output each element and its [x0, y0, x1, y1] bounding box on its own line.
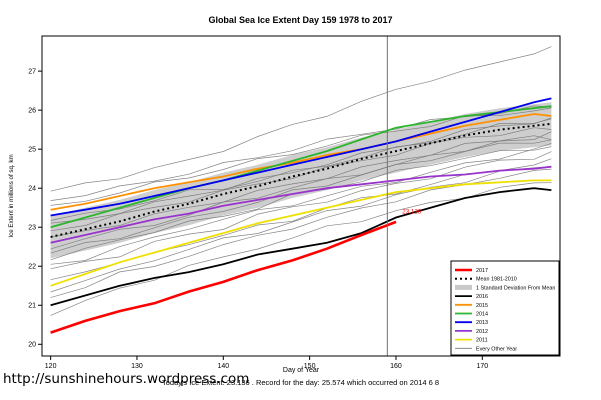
legend-entry-label: 2015 — [476, 303, 488, 309]
y-tick-label: 22 — [28, 264, 36, 271]
y-tick-label: 25 — [28, 146, 36, 153]
x-tick-label: 170 — [476, 363, 488, 370]
y-tick-label: 27 — [28, 68, 36, 75]
other-year-line — [50, 46, 552, 192]
legend: 2017 Mean 1981-2010 1 Standard Deviation F… — [450, 260, 560, 356]
plot-area — [50, 46, 552, 334]
x-tick-label: 130 — [131, 363, 143, 370]
legend-entry-label: 2017 — [476, 268, 488, 274]
x-tick-label: 140 — [217, 363, 229, 370]
y-tick-label: 23 — [28, 225, 36, 232]
plot-border — [41, 35, 561, 357]
y-axis-label: Ice Extent in millions of sq. km — [8, 154, 15, 237]
other-year-line — [50, 131, 552, 238]
y-tick-label: 24 — [28, 185, 36, 192]
legend-entry-label: 2013 — [476, 320, 488, 326]
other-year-line — [50, 143, 552, 265]
legend-entry-label: 1 Standard Deviation From Mean — [476, 285, 555, 291]
other-year-line — [50, 168, 552, 298]
series-line-2014 — [50, 105, 552, 229]
series-line-2017 — [50, 220, 397, 334]
series-line-2013 — [50, 97, 552, 217]
other-year-line — [50, 166, 552, 293]
other-year-line — [50, 117, 552, 224]
legend-entry-label: 2016 — [476, 294, 488, 300]
other-year-line — [50, 182, 552, 316]
x-tick-label: 160 — [390, 363, 402, 370]
legend-entry-label: Every Other Year — [476, 346, 517, 352]
other-year-line — [50, 105, 552, 201]
other-year-line — [50, 135, 552, 250]
series-line-2012 — [50, 165, 552, 244]
other-year-line — [50, 139, 552, 254]
chart-title: Global Sea Ice Extent Day 159 1978 to 20… — [208, 15, 393, 25]
x-tick-label: 120 — [45, 363, 57, 370]
x-axis-label: Day of Year — [283, 367, 320, 374]
x-tick-label: 150 — [304, 363, 316, 370]
y-tick-label: 26 — [28, 107, 36, 114]
legend-entry-label: Mean 1981-2010 — [476, 277, 517, 283]
legend-entry-label: 2011 — [476, 338, 488, 344]
y-tick-label: 20 — [28, 342, 36, 349]
other-year-line — [50, 118, 552, 221]
legend-entry-label: 2014 — [476, 312, 488, 318]
y-tick-label: 21 — [28, 303, 36, 310]
legend-swatch-band — [455, 284, 472, 290]
legend-entry-label: 2012 — [476, 329, 488, 335]
other-year-line — [50, 107, 552, 206]
series-line-2015 — [50, 113, 552, 211]
legend-box — [450, 260, 560, 356]
site-link[interactable]: http://sunshinehours.wordpress.com — [3, 371, 250, 387]
series-line-2011 — [50, 179, 552, 287]
other-year-line — [50, 151, 552, 270]
today-extent-note: Today's Ice Extent: 23.136 . Record for … — [161, 378, 440, 387]
other-year-line — [50, 127, 552, 232]
current-extent-annotation: 23.136 — [402, 209, 421, 216]
series-line-2016 — [50, 187, 552, 307]
